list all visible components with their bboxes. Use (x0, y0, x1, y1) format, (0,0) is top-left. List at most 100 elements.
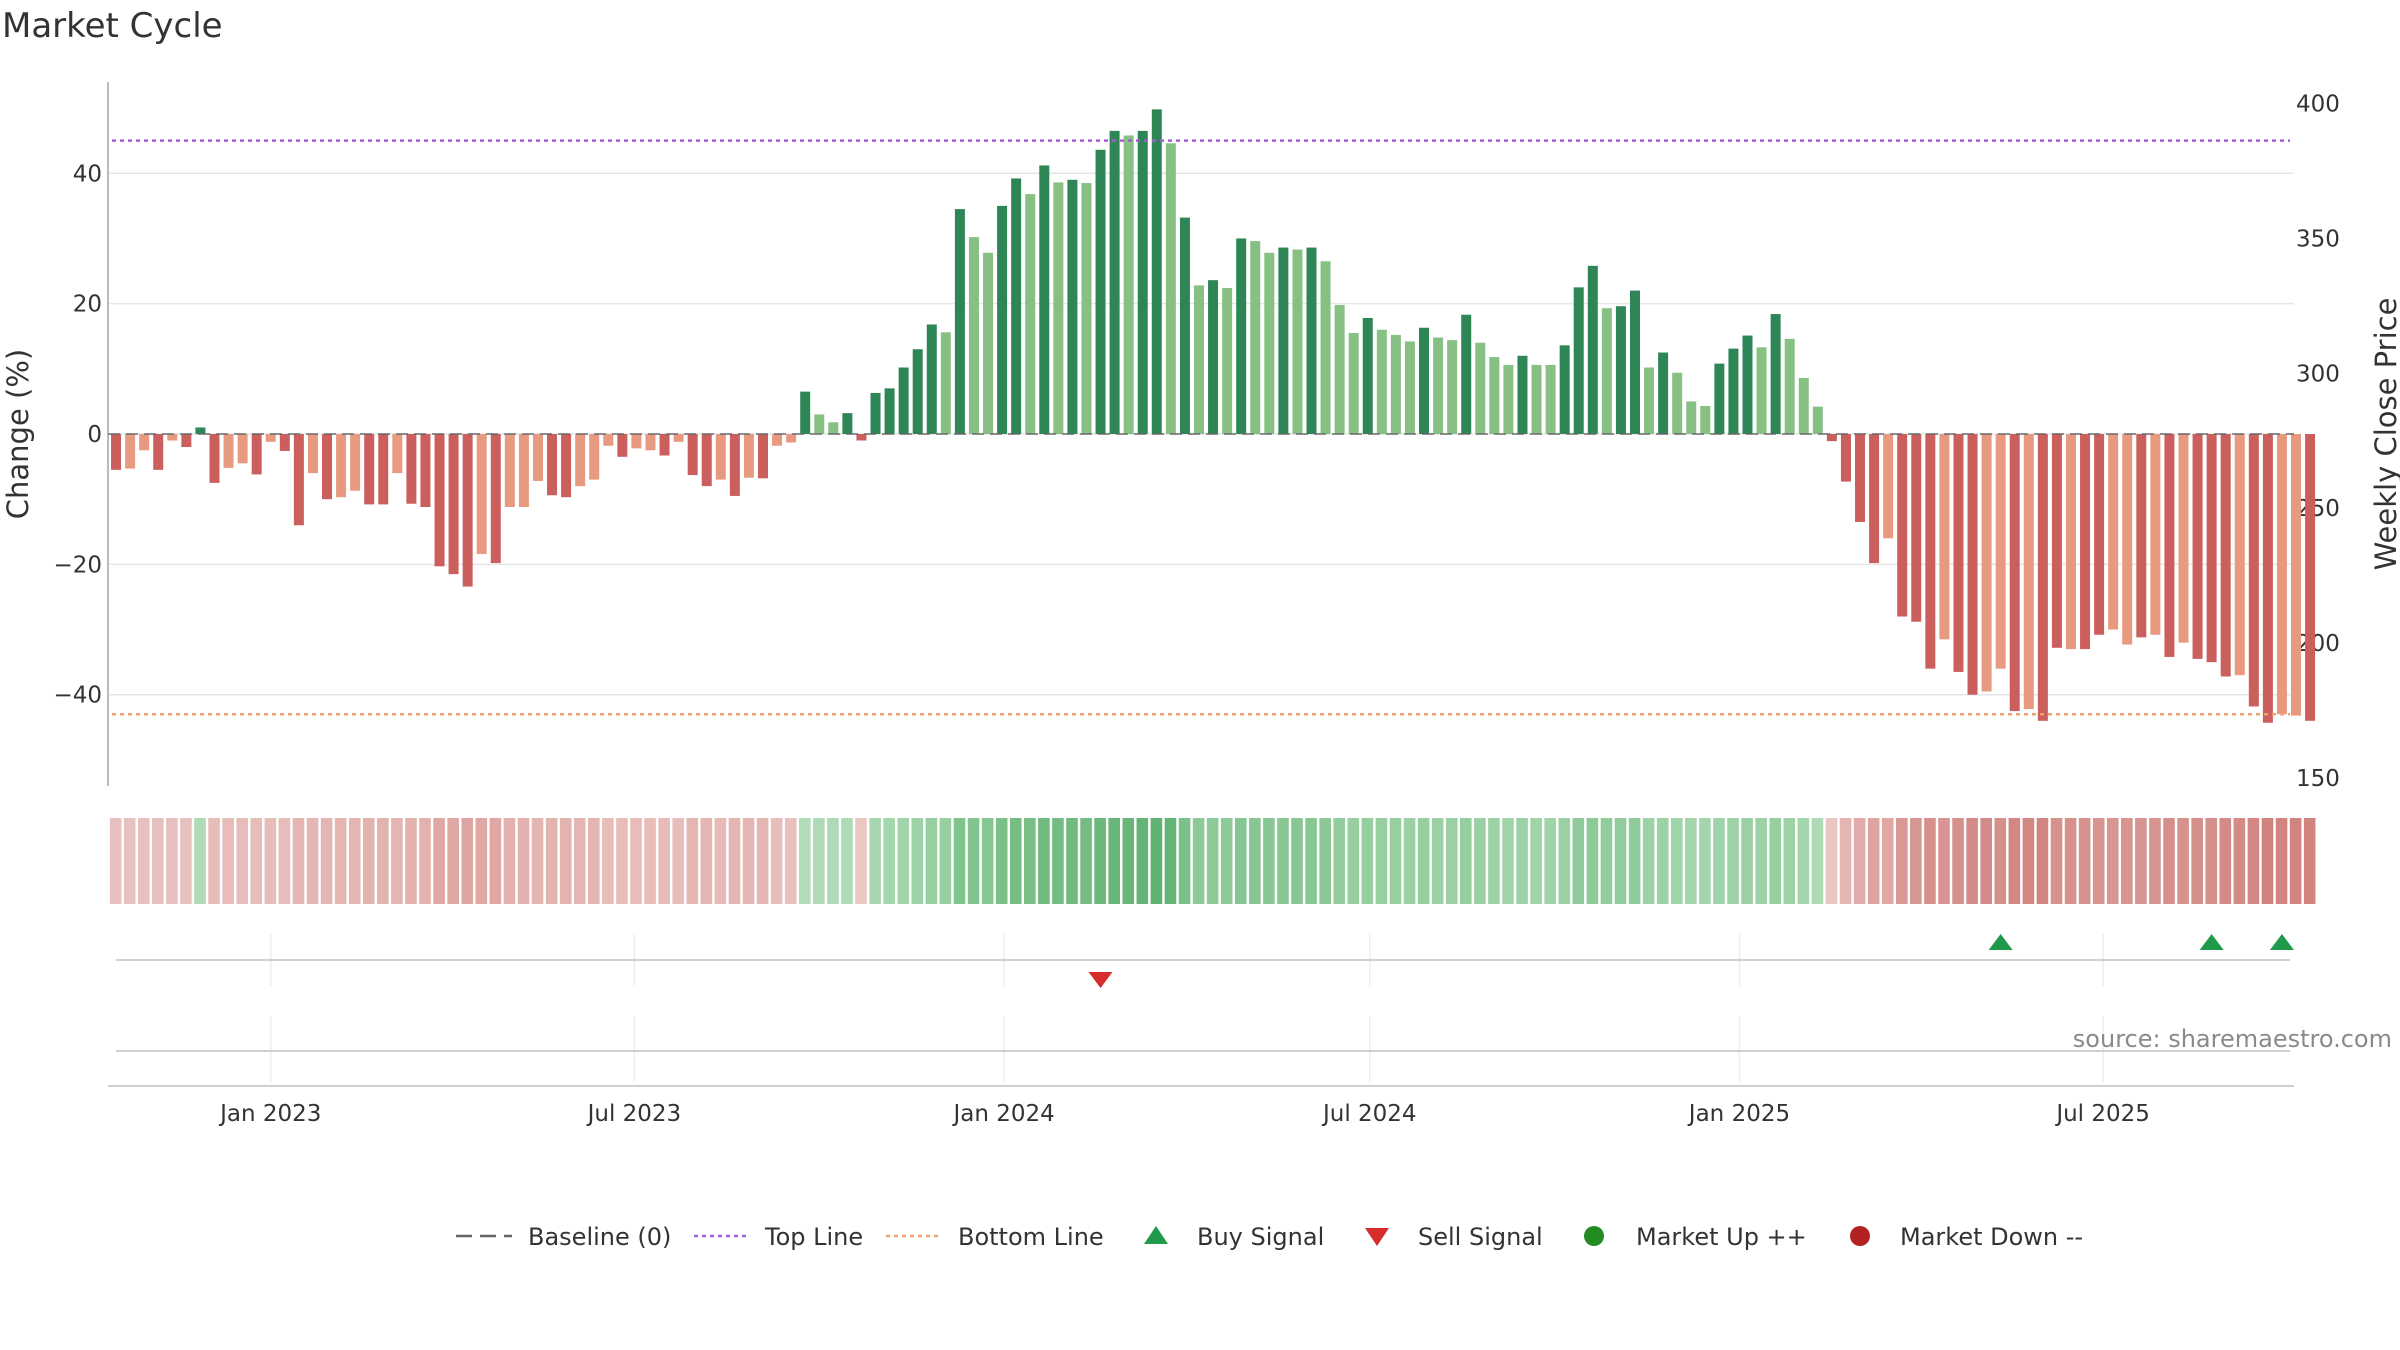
change-bar (378, 434, 389, 505)
change-bar (884, 388, 895, 434)
change-bar (1995, 434, 2006, 669)
heat-cell (2163, 818, 2175, 904)
reference-lines (108, 139, 2294, 716)
change-bar (2276, 434, 2287, 715)
heat-cell (1783, 818, 1796, 904)
heat-cell (1403, 818, 1416, 904)
change-bar (828, 422, 839, 434)
change-bar (1615, 306, 1626, 434)
heat-cell (489, 818, 502, 904)
heat-cell (1502, 818, 1514, 904)
heat-cell (1839, 818, 1852, 904)
legend-item-top: Top Line (694, 1223, 863, 1251)
change-bar (1939, 434, 1950, 640)
heat-cell (1108, 818, 1121, 904)
y-tick-label: 0 (87, 422, 102, 448)
change-bar (420, 434, 431, 508)
legend-label: Buy Signal (1197, 1223, 1324, 1251)
heat-cell (1234, 818, 1247, 904)
change-bar (2164, 434, 2175, 657)
change-bar (1812, 406, 1823, 434)
change-bar (589, 434, 600, 480)
heat-cell (1263, 818, 1275, 904)
heat-cell (1938, 818, 1950, 904)
change-bar (2248, 434, 2259, 707)
change-bar (1123, 135, 1134, 435)
heat-cell (2135, 818, 2147, 904)
change-bar (1981, 434, 1992, 692)
change-bar (603, 434, 614, 446)
heat-cell (1642, 818, 1655, 904)
heat-cell (405, 818, 417, 904)
change-bar (364, 434, 375, 505)
heat-cell (152, 818, 164, 904)
heat-cell (1741, 818, 1753, 904)
change-bar (898, 367, 909, 434)
heat-cell (419, 818, 431, 904)
heat-cell (1347, 818, 1360, 904)
heat-cell (531, 818, 544, 904)
change-bar (2023, 434, 2034, 710)
change-bar (448, 434, 459, 575)
heat-cell (1572, 818, 1585, 904)
heat-cell (2191, 818, 2203, 904)
change-bar (2094, 434, 2105, 635)
change-bar (1883, 434, 1894, 539)
heat-cell (588, 818, 600, 904)
change-bar (504, 434, 515, 508)
change-bars (111, 109, 2316, 723)
y2-tick-label: 250 (2296, 496, 2340, 522)
heat-cell (1685, 818, 1697, 904)
change-bar (2122, 434, 2133, 645)
x-tick-label: Jan 2023 (218, 1101, 321, 1127)
change-bar (1095, 149, 1106, 434)
heat-cell (1460, 818, 1472, 904)
change-bar (1404, 341, 1415, 434)
change-bar (223, 434, 234, 468)
legend-item-down: Market Down -- (1850, 1223, 2083, 1251)
heat-cell (939, 818, 952, 904)
change-bar (2108, 434, 2119, 630)
change-bar (1911, 434, 1922, 622)
heat-cell (1361, 818, 1374, 904)
heat-cell (559, 818, 572, 904)
heat-cell (320, 818, 333, 904)
heat-cell (1038, 818, 1050, 904)
y-tick-label: −20 (53, 552, 102, 578)
y2-tick-label: 200 (2296, 631, 2340, 657)
change-bar (2305, 434, 2316, 721)
change-bar (561, 434, 572, 498)
source-label: source: sharemaestro.com (2073, 1025, 2392, 1053)
change-bar (1897, 434, 1908, 617)
change-bar (462, 434, 473, 587)
change-bar (1587, 265, 1598, 434)
change-bar (645, 434, 656, 451)
change-bar (251, 434, 262, 475)
heat-cell (658, 818, 670, 904)
change-bar (800, 391, 811, 434)
change-bar (111, 434, 122, 470)
change-bar (1039, 165, 1050, 434)
change-bar (2234, 434, 2245, 676)
x-tick-label: Jan 2025 (1687, 1101, 1790, 1127)
heat-cell (2247, 818, 2260, 904)
change-bar (1953, 434, 1964, 672)
heat-cell (855, 818, 867, 904)
change-bar (842, 413, 853, 434)
heat-cell (1614, 818, 1627, 904)
change-bar (1826, 434, 1837, 442)
heat-cell (166, 818, 178, 904)
change-bar (1390, 334, 1401, 434)
heat-cell (1009, 818, 1022, 904)
legend: Baseline (0) Top Line Bottom Line Buy Signa… (456, 1223, 2083, 1251)
heat-cell (1699, 818, 1711, 904)
change-bar (1447, 340, 1458, 434)
change-bar (2009, 434, 2020, 712)
legend-label: Bottom Line (958, 1223, 1104, 1251)
heat-cell (1094, 818, 1106, 904)
heat-cell (2022, 818, 2035, 904)
change-bar (1489, 357, 1500, 434)
heat-cell (1952, 818, 1964, 904)
buy-signal-marker (2269, 934, 2294, 950)
change-bar (392, 434, 403, 474)
